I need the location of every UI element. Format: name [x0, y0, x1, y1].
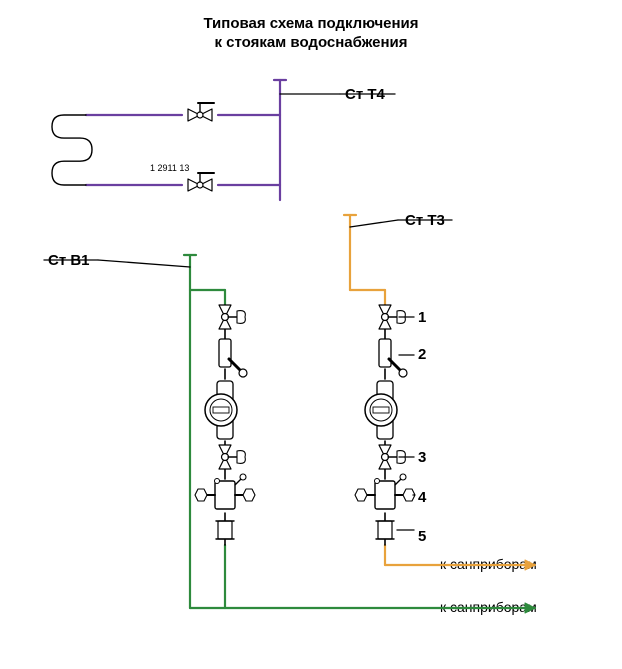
diagram-page: Типовая схема подключения к стоякам водо…: [0, 0, 622, 669]
diagram-svg: [0, 0, 622, 669]
